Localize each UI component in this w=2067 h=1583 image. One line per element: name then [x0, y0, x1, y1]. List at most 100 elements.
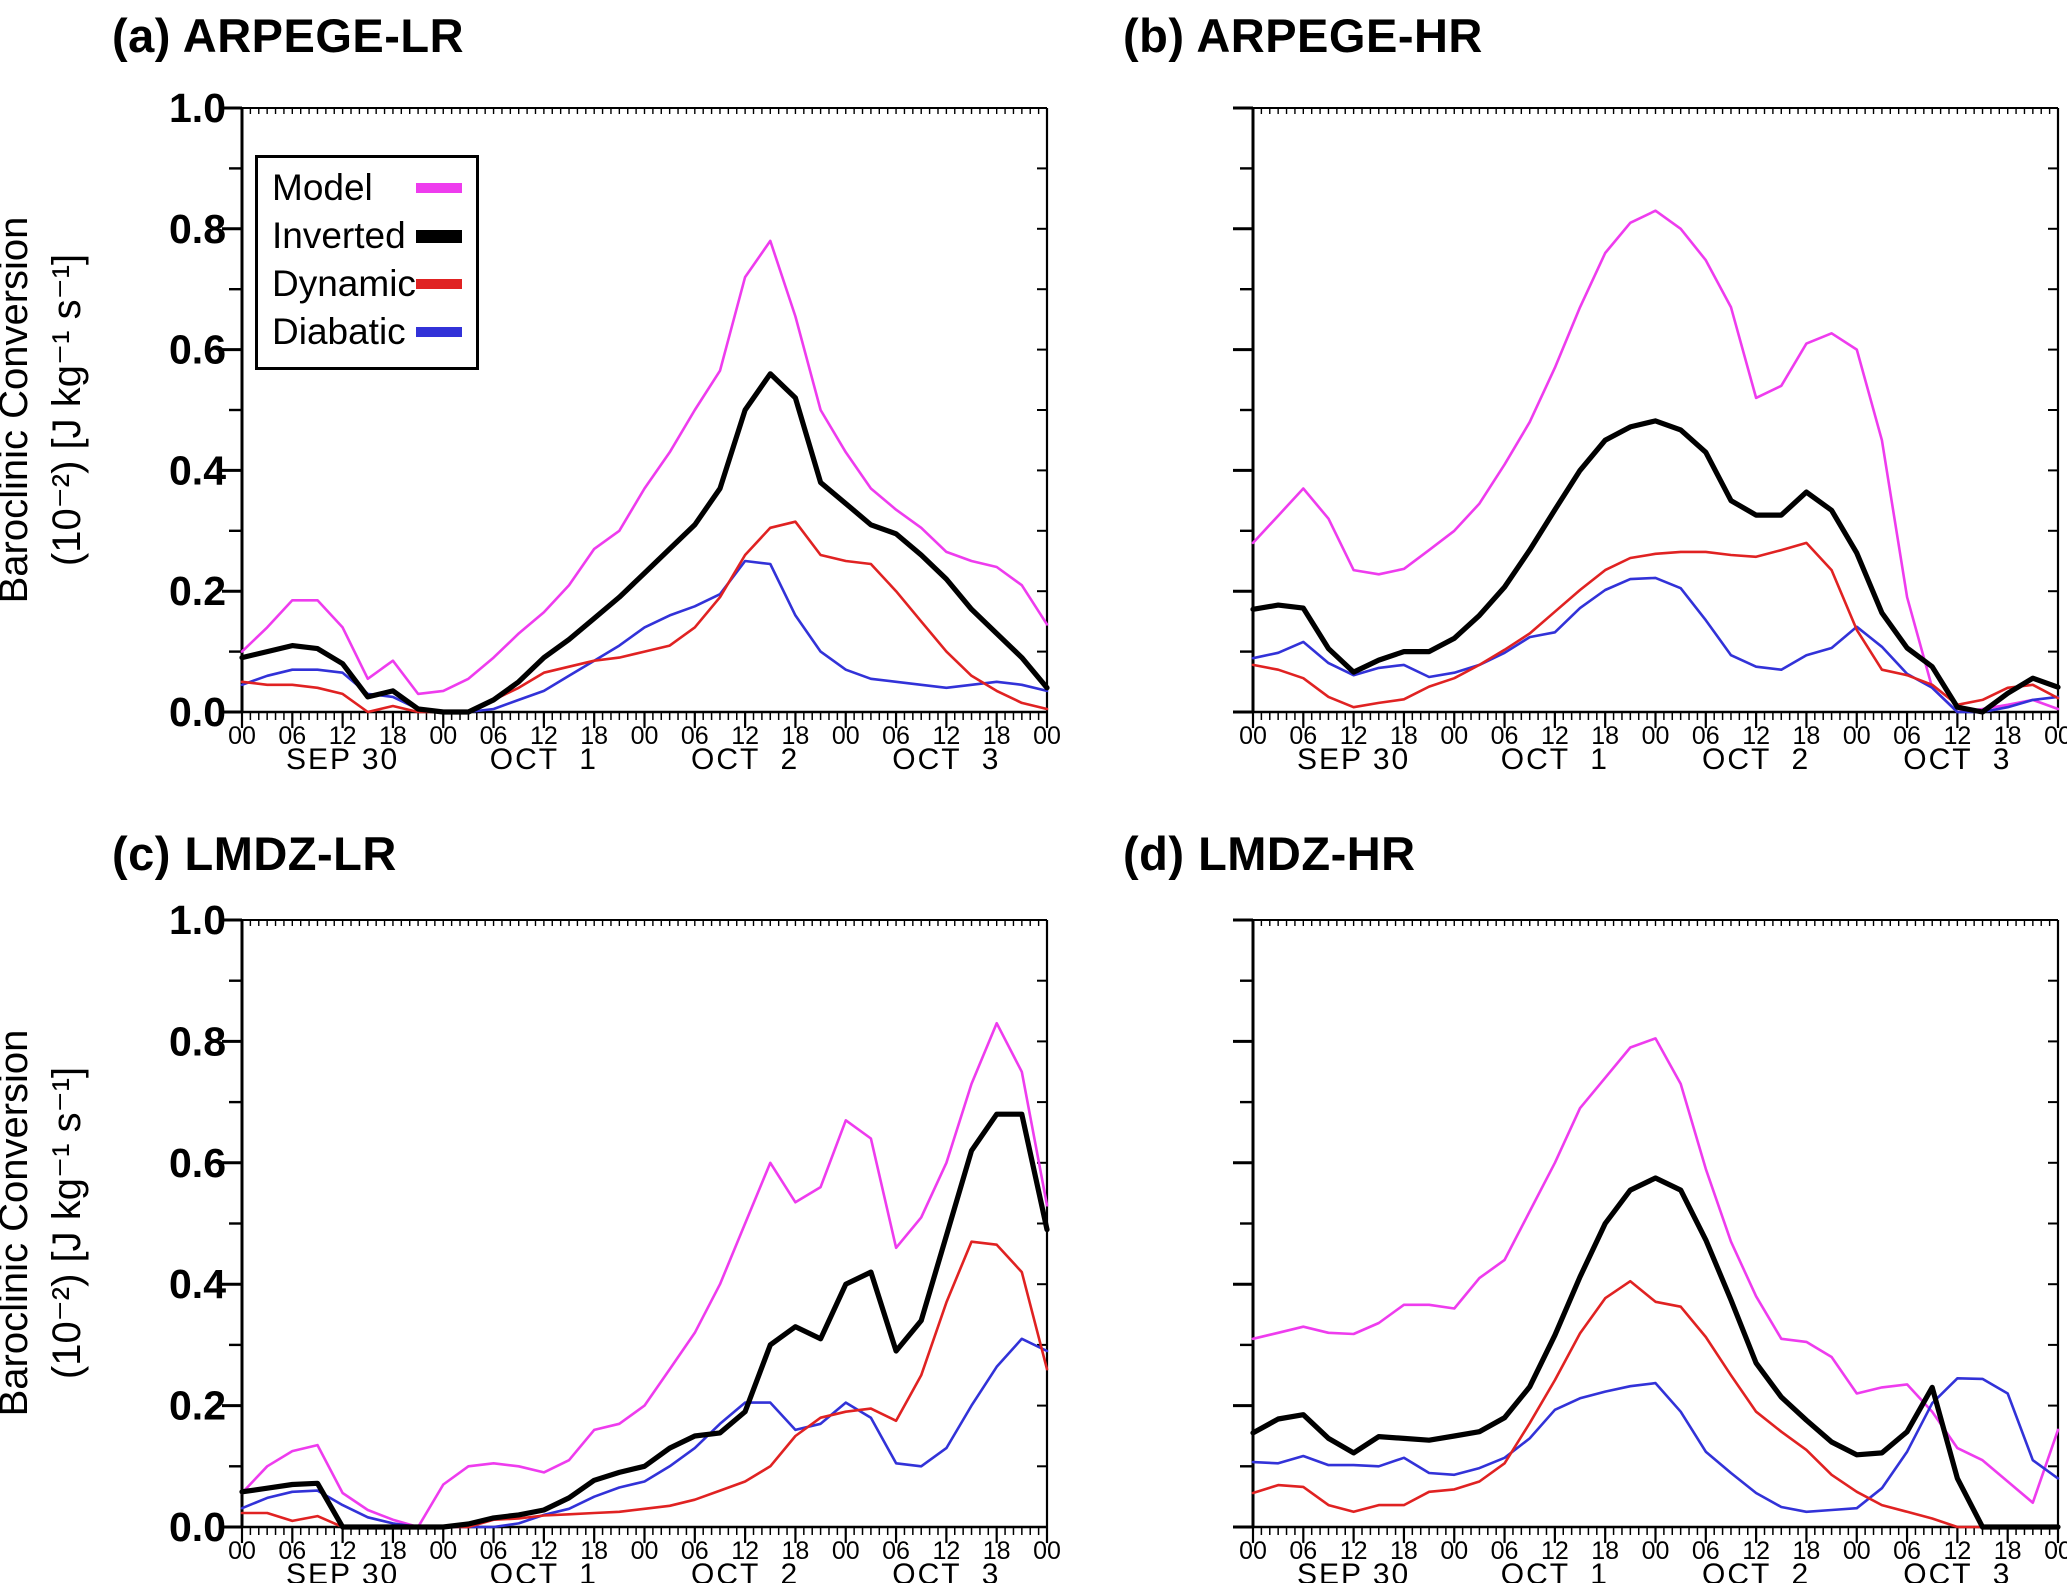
- x-tick-label: 06: [278, 722, 306, 750]
- series-dynamic-panel-b: [1251, 541, 2060, 709]
- x-tick-label: 18: [1591, 1537, 1619, 1565]
- x-day-label: OCT 3: [1903, 1558, 2011, 1583]
- y-tick-label: 1.0: [169, 85, 226, 131]
- x-tick-label: 00: [1843, 722, 1871, 750]
- x-tick-label: 18: [379, 722, 407, 750]
- y-axis-caption: Baroclinic Conversion: [0, 217, 36, 604]
- series-model-panel-c: [240, 1021, 1049, 1529]
- series-model-panel-d: [1251, 1037, 2060, 1504]
- x-tick-label: 18: [1591, 722, 1619, 750]
- x-tick-label: 06: [882, 1537, 910, 1565]
- x-tick-label: 12: [932, 722, 960, 750]
- x-day-label: OCT 2: [1702, 743, 1810, 776]
- x-tick-label: 12: [731, 722, 759, 750]
- y-tick-label: 1.0: [169, 897, 226, 943]
- panel-title-d: (d) LMDZ-HR: [1123, 827, 1416, 880]
- x-tick-label: 18: [1390, 722, 1418, 750]
- y-tick-label: 0.2: [169, 1383, 226, 1429]
- x-tick-label: 06: [1491, 1537, 1519, 1565]
- x-tick-label: 12: [1340, 722, 1368, 750]
- series-diabatic-panel-d: [1251, 1377, 2060, 1514]
- y-tick-label: 0.4: [169, 1261, 226, 1307]
- legend-row-dynamic: Dynamic: [258, 260, 476, 308]
- x-tick-label: 00: [1033, 1537, 1061, 1565]
- y-tick-label: 0.2: [169, 568, 226, 614]
- panel-title-b: (b) ARPEGE-HR: [1123, 9, 1483, 62]
- x-tick-label: 00: [1239, 722, 1267, 750]
- x-tick-label: 06: [278, 1537, 306, 1565]
- x-tick-label: 06: [1893, 722, 1921, 750]
- x-tick-label: 06: [882, 722, 910, 750]
- x-tick-label: 12: [1541, 1537, 1569, 1565]
- x-tick-label: 18: [983, 1537, 1011, 1565]
- x-day-label: OCT 3: [892, 743, 1000, 776]
- x-tick-label: 18: [580, 722, 608, 750]
- legend-box: Model Inverted Dynamic Diabatic: [255, 155, 479, 370]
- x-tick-label: 18: [580, 1537, 608, 1565]
- x-tick-label: 18: [1390, 1537, 1418, 1565]
- series-inverted-panel-c: [239, 1111, 1050, 1530]
- x-tick-label: 00: [2044, 1537, 2067, 1565]
- x-tick-label: 06: [1491, 722, 1519, 750]
- series-dynamic-panel-d: [1251, 1279, 2060, 1529]
- x-day-label: OCT 2: [1702, 1558, 1810, 1583]
- x-day-label: OCT 1: [490, 1558, 598, 1583]
- x-tick-label: 00: [832, 722, 860, 750]
- x-tick-label: 00: [631, 722, 659, 750]
- series-model-panel-a: [240, 239, 1049, 696]
- y-axis-caption: Baroclinic Conversion: [0, 1030, 36, 1417]
- x-tick-label: 12: [1943, 1537, 1971, 1565]
- x-tick-label: 00: [1440, 722, 1468, 750]
- x-tick-label: 18: [983, 722, 1011, 750]
- x-tick-label: 00: [631, 1537, 659, 1565]
- x-tick-label: 12: [1742, 1537, 1770, 1565]
- series-dynamic-panel-c: [240, 1240, 1049, 1529]
- x-tick-label: 12: [329, 722, 357, 750]
- x-day-label: OCT 2: [691, 1558, 799, 1583]
- y-tick-label: 0.0: [169, 689, 226, 735]
- x-day-label: SEP 30: [1297, 1558, 1410, 1583]
- x-day-label: SEP 30: [286, 743, 399, 776]
- x-tick-label: 18: [782, 1537, 810, 1565]
- x-tick-label: 00: [228, 722, 256, 750]
- y-axis-caption-units: (10⁻²) [J kg⁻¹ s⁻¹]: [45, 1067, 89, 1379]
- legend-label: Diabatic: [272, 311, 406, 352]
- x-tick-label: 12: [1943, 722, 1971, 750]
- y-axis-caption-units: (10⁻²) [J kg⁻¹ s⁻¹]: [45, 254, 89, 566]
- x-day-label: SEP 30: [1297, 743, 1410, 776]
- x-tick-label: 18: [1994, 1537, 2022, 1565]
- x-day-label: OCT 1: [1501, 1558, 1609, 1583]
- x-tick-label: 12: [731, 1537, 759, 1565]
- legend-row-model: Model: [258, 164, 476, 212]
- legend-label: Model: [272, 167, 373, 208]
- x-tick-label: 06: [1289, 1537, 1317, 1565]
- series-model-panel-b: [1251, 209, 2060, 714]
- x-tick-label: 12: [932, 1537, 960, 1565]
- x-day-label: OCT 3: [1903, 743, 2011, 776]
- series-dynamic-panel-a: [240, 520, 1049, 714]
- legend-swatch-model: [416, 183, 462, 193]
- series-inverted-panel-d: [1250, 1175, 2061, 1530]
- x-tick-label: 18: [379, 1537, 407, 1565]
- legend-swatch-diabatic: [416, 327, 462, 337]
- x-tick-label: 18: [1793, 722, 1821, 750]
- y-tick-label: 0.0: [169, 1504, 226, 1550]
- x-tick-label: 06: [480, 1537, 508, 1565]
- x-tick-label: 00: [429, 1537, 457, 1565]
- x-tick-label: 00: [1033, 722, 1061, 750]
- x-tick-label: 06: [681, 722, 709, 750]
- x-tick-label: 00: [832, 1537, 860, 1565]
- x-tick-label: 00: [1642, 1537, 1670, 1565]
- panel-title-a: (a) ARPEGE-LR: [112, 9, 465, 62]
- x-tick-label: 12: [530, 722, 558, 750]
- x-tick-label: 00: [429, 722, 457, 750]
- x-tick-label: 06: [480, 722, 508, 750]
- x-day-label: OCT 2: [691, 743, 799, 776]
- x-day-label: OCT 3: [892, 1558, 1000, 1583]
- x-tick-label: 00: [2044, 722, 2067, 750]
- x-tick-label: 06: [1289, 722, 1317, 750]
- x-tick-label: 06: [1692, 722, 1720, 750]
- x-tick-label: 18: [782, 722, 810, 750]
- y-tick-label: 0.8: [169, 1018, 226, 1064]
